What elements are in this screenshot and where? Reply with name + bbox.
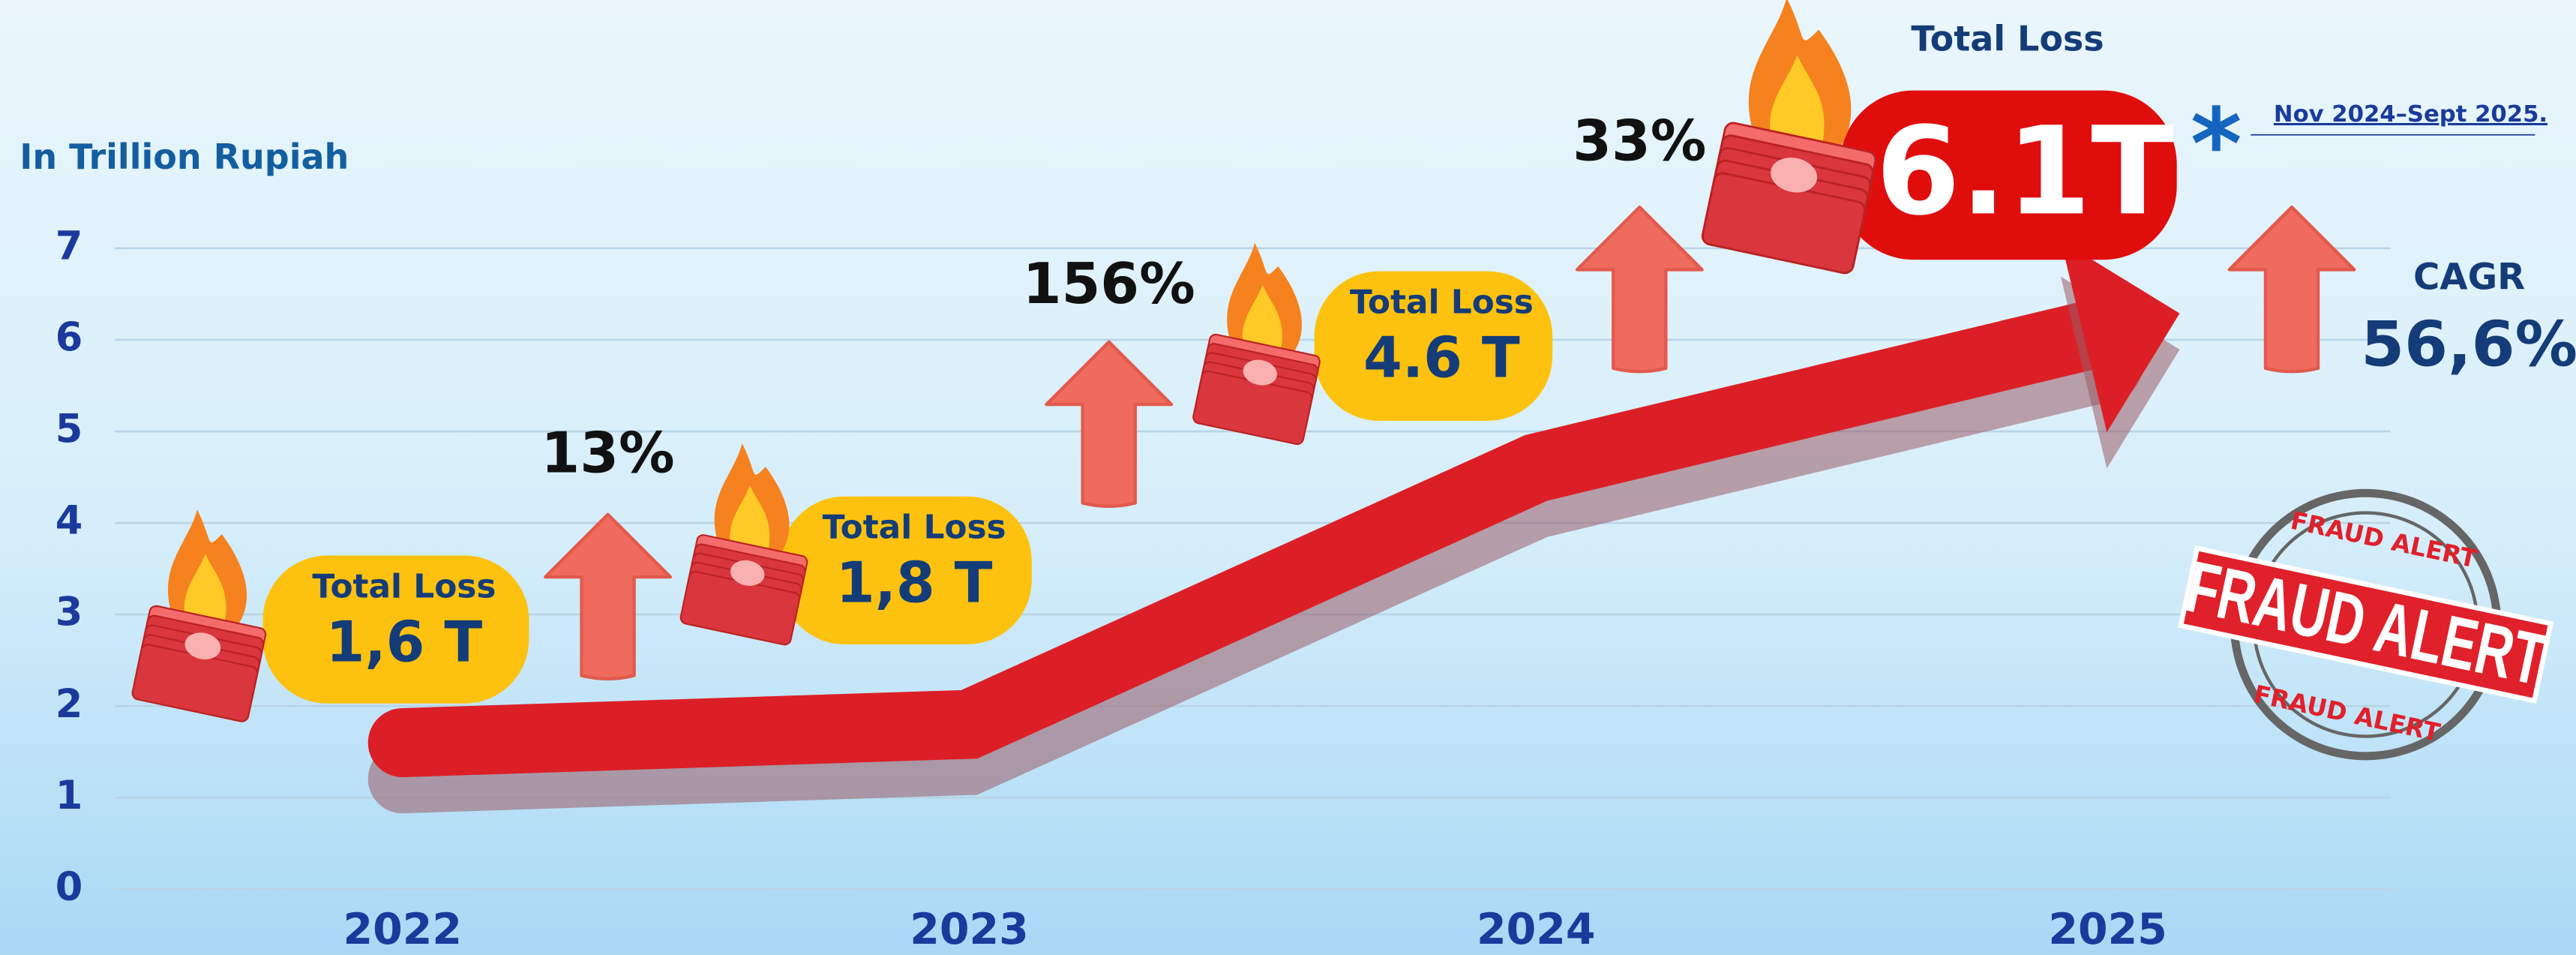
value-title: Total Loss [1350,283,1534,321]
cagr-label: CAGR [2413,257,2525,299]
x-tick-label: 2022 [343,905,461,954]
value-label: 1,6 T [326,610,483,675]
y-tick-label: 6 [55,315,83,361]
value-label: 1,8 T [836,551,993,616]
y-tick-label: 1 [55,773,83,818]
growth-label: 13% [541,421,674,486]
value-label: 6.1T [1876,101,2174,242]
y-tick-label: 0 [55,864,83,910]
y-tick-label: 7 [55,224,83,269]
growth-label: 156% [1023,251,1195,317]
value-title: Total Loss [312,567,496,605]
value-title: Total Loss [823,509,1006,547]
y-tick-label: 5 [55,407,83,452]
value-title: Total Loss [1911,18,2104,59]
note: Nov 2024–Sept 2025. [2274,101,2548,128]
y-axis-label: In Trillion Rupiah [19,137,349,177]
growth-label: 33% [1573,108,1706,173]
note-marker: * [2191,87,2242,202]
x-tick-label: 2025 [2048,905,2167,954]
y-tick-label: 4 [55,498,83,544]
x-tick-label: 2023 [910,905,1028,954]
background [0,0,2576,955]
y-tick-label: 3 [55,590,83,635]
chart: In Trillion Rupiah 0 1 2 3 4 5 6 7 2022 2023 2024 2… [0,0,2576,955]
y-tick-label: 2 [55,681,83,727]
cagr-value: 56,6% [2361,308,2576,380]
x-tick-label: 2024 [1477,905,1595,954]
value-label: 4.6 T [1363,326,1520,391]
